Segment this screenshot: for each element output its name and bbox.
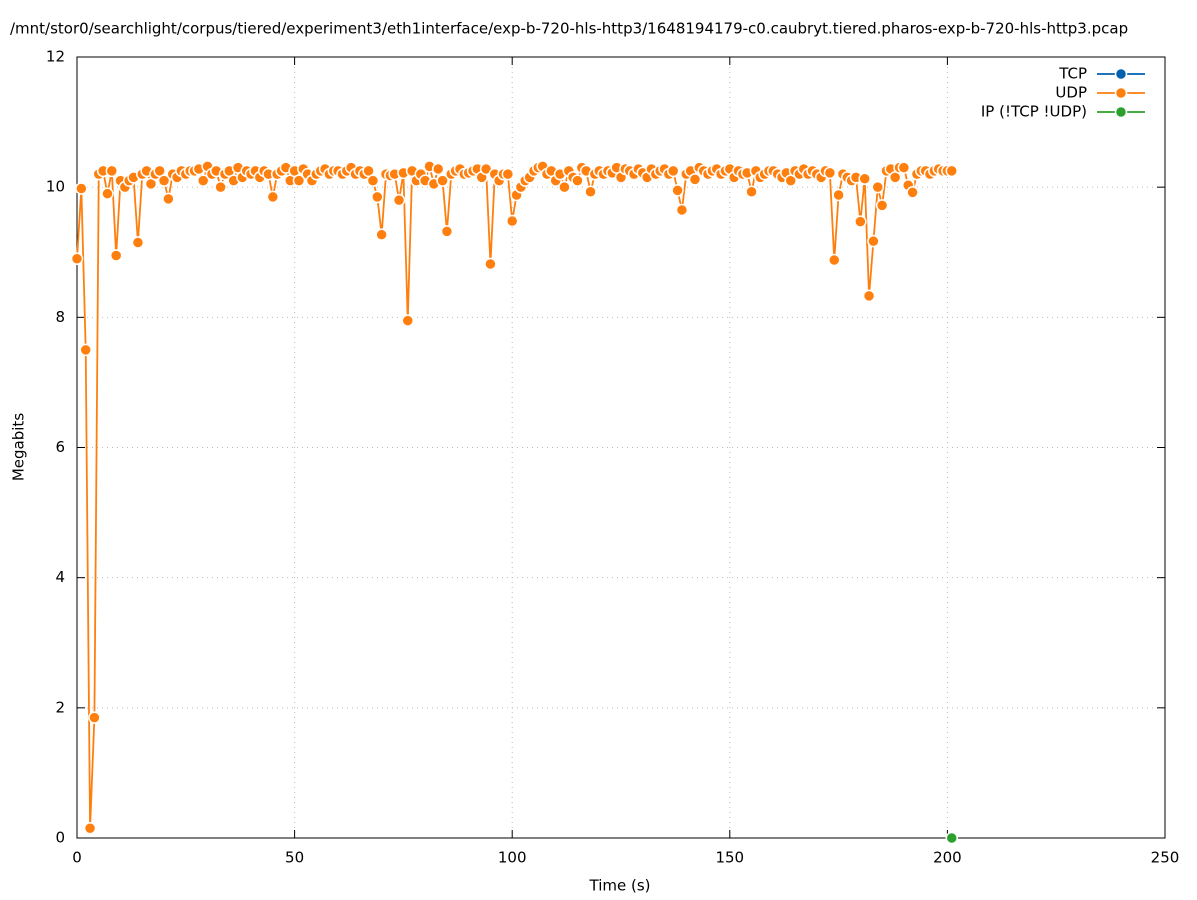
data-point xyxy=(584,185,597,198)
data-point xyxy=(157,174,171,187)
y-tick-label: 6 xyxy=(55,438,65,456)
legend-marker xyxy=(1114,67,1128,81)
data-point xyxy=(105,164,119,178)
data-point xyxy=(75,182,88,195)
data-point xyxy=(214,180,227,194)
data-point xyxy=(436,174,449,187)
data-point xyxy=(823,166,837,180)
data-point xyxy=(867,234,880,248)
data-point xyxy=(571,174,584,187)
data-point xyxy=(666,164,680,178)
data-point xyxy=(832,188,845,202)
data-point xyxy=(162,192,175,206)
data-point xyxy=(875,199,889,212)
data-point xyxy=(501,167,515,181)
x-tick-label: 100 xyxy=(498,849,527,867)
data-point xyxy=(101,187,114,200)
legend-label: TCP xyxy=(1058,65,1087,83)
data-point xyxy=(505,214,519,228)
plot-border xyxy=(76,56,1166,839)
legend-label: IP (!TCP !UDP) xyxy=(981,103,1087,121)
data-point xyxy=(862,289,876,303)
data-point xyxy=(371,190,384,204)
data-point xyxy=(292,174,306,187)
chart-title: /mnt/stor0/searchlight/corpus/tiered/exp… xyxy=(10,20,1128,38)
y-axis-label: Megabits xyxy=(10,413,28,481)
data-point xyxy=(70,252,84,266)
y-tick-label: 10 xyxy=(46,178,65,196)
y-tick-label: 2 xyxy=(55,698,65,716)
data-point xyxy=(827,253,841,267)
data-point xyxy=(366,174,380,187)
x-tick-label: 0 xyxy=(72,849,82,867)
data-point xyxy=(79,343,92,357)
legend-label: UDP xyxy=(1055,84,1087,102)
y-tick-label: 0 xyxy=(55,829,65,847)
data-point xyxy=(945,831,959,845)
x-tick-label: 250 xyxy=(1151,849,1180,867)
data-point xyxy=(266,190,280,204)
data-point xyxy=(83,821,97,835)
data-point xyxy=(109,249,123,262)
data-point xyxy=(484,257,497,271)
series-line xyxy=(76,162,952,829)
data-point xyxy=(871,180,885,194)
data-point xyxy=(945,164,959,178)
x-axis-label: Time (s) xyxy=(589,877,651,895)
x-tick-label: 150 xyxy=(715,849,744,867)
legend-marker xyxy=(1114,86,1128,100)
data-point xyxy=(854,215,867,228)
data-point xyxy=(196,174,210,187)
data-point xyxy=(671,184,684,197)
data-point xyxy=(688,173,702,186)
data-point xyxy=(858,172,871,185)
data-point xyxy=(675,203,689,217)
data-point xyxy=(558,180,571,194)
data-point xyxy=(392,193,406,207)
y-tick-label: 12 xyxy=(46,48,65,66)
x-tick-label: 50 xyxy=(285,849,304,867)
y-tick-label: 8 xyxy=(55,308,65,326)
data-point xyxy=(401,314,415,327)
data-point xyxy=(431,162,445,176)
x-tick-label: 200 xyxy=(933,849,962,867)
legend-marker xyxy=(1114,105,1128,119)
data-point xyxy=(897,161,911,174)
data-point xyxy=(88,711,101,724)
data-point xyxy=(131,236,145,249)
data-point xyxy=(375,228,388,241)
data-point xyxy=(906,186,919,199)
y-tick-label: 4 xyxy=(55,568,65,586)
data-point xyxy=(745,185,758,198)
data-point xyxy=(440,225,454,238)
